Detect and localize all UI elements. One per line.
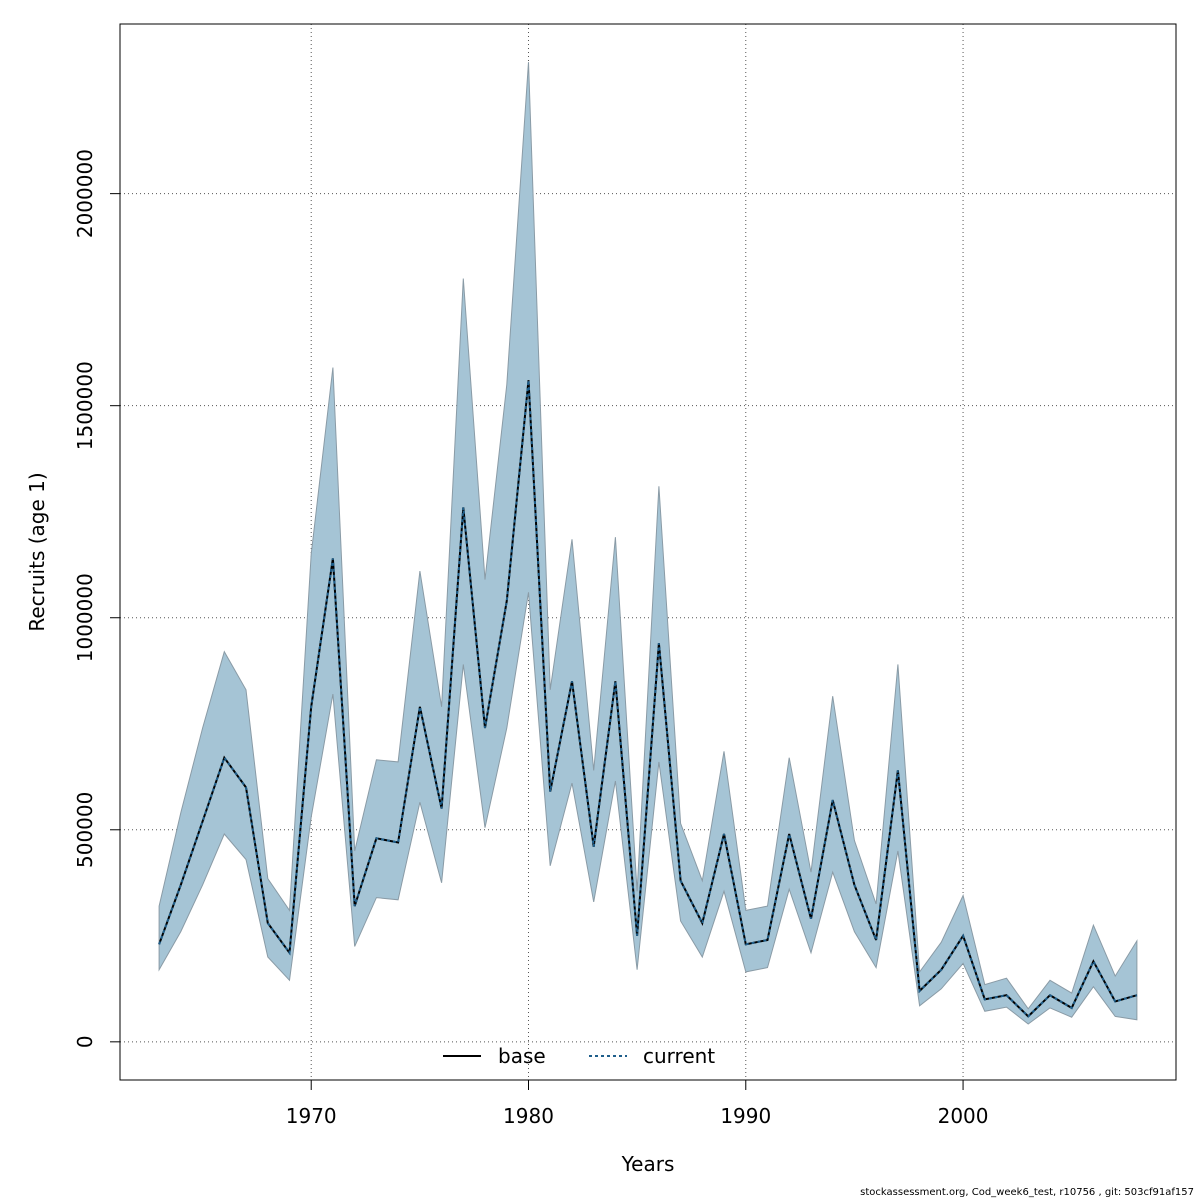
x-tick-label-2000: 2000 <box>938 1104 989 1128</box>
legend: base current <box>443 1044 715 1068</box>
y-tick-label-500000: 500000 <box>73 792 97 868</box>
y-axis-title: Recruits (age 1) <box>25 472 49 631</box>
x-tick-label-1980: 1980 <box>503 1104 554 1128</box>
footer-credit: stockassessment.org, Cod_week6_test, r10… <box>860 1187 1194 1198</box>
x-tick-label-1970: 1970 <box>286 1104 337 1128</box>
legend-label-base: base <box>498 1044 546 1068</box>
confidence-band <box>158 62 1138 1025</box>
series-line-base <box>158 380 1138 1018</box>
y-tick-label-0: 0 <box>73 1035 97 1048</box>
y-tick-label-1000000: 1000000 <box>73 573 97 662</box>
y-tick-label-1500000: 1500000 <box>73 361 97 450</box>
legend-label-current: current <box>643 1044 715 1068</box>
x-axis-title: Years <box>621 1152 675 1176</box>
y-axis: 0 500000 1000000 1500000 2000000 <box>73 149 121 1048</box>
series-lines-layer <box>158 380 1138 1018</box>
x-axis: 1970 1980 1990 2000 <box>286 1079 989 1128</box>
y-tick-label-2000000: 2000000 <box>73 149 97 238</box>
x-tick-label-1990: 1990 <box>720 1104 771 1128</box>
confidence-band-layer <box>158 62 1138 1025</box>
